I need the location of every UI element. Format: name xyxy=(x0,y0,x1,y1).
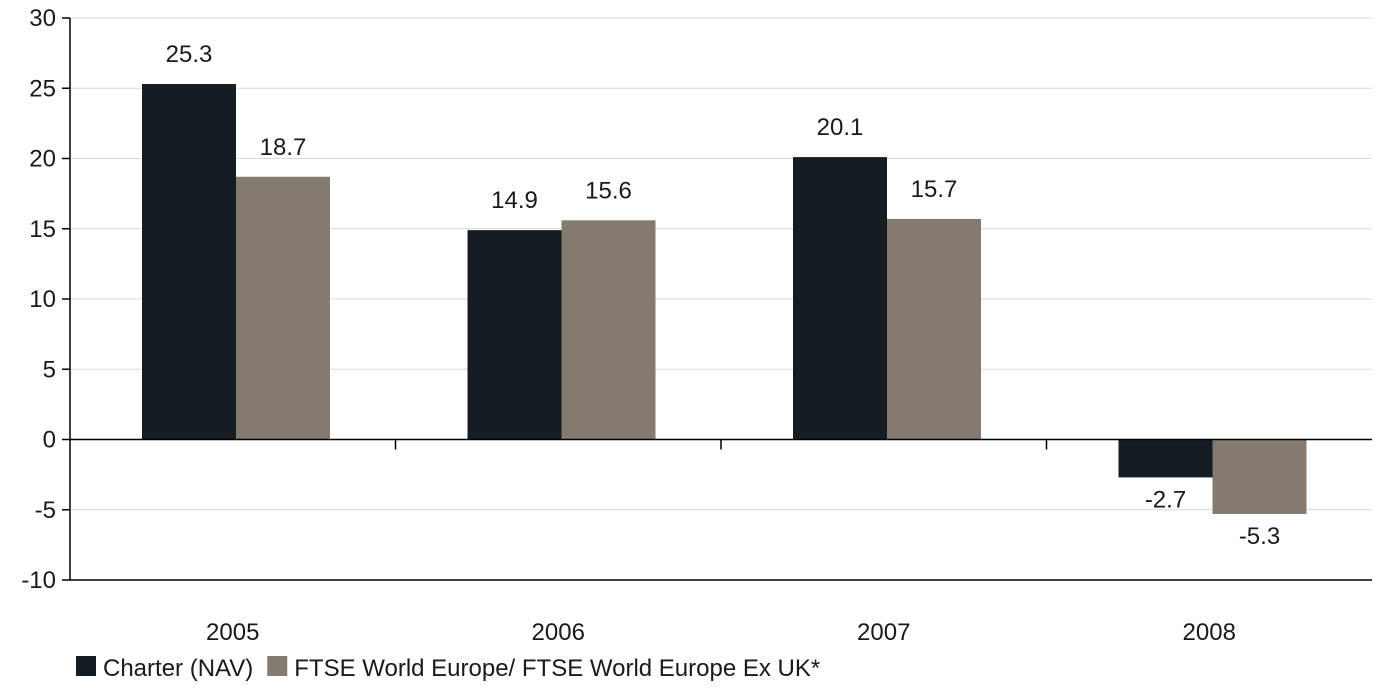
legend-label: Charter (NAV) xyxy=(103,655,253,682)
legend-swatch xyxy=(267,656,288,676)
axes: -10 -5 0 5 10 15 20 25 30 2005 2006 2007 2008 xyxy=(21,5,1372,646)
y-tick-label: 10 xyxy=(29,286,56,313)
bar-ftse-2006 xyxy=(561,220,656,440)
data-label: 20.1 xyxy=(817,114,864,141)
bar-charter-2006 xyxy=(467,230,562,440)
y-tick-label: 30 xyxy=(29,5,56,32)
bar-charter-2005 xyxy=(142,84,236,440)
data-label: 25.3 xyxy=(166,41,213,68)
data-labels: 25.3 18.7 14.9 15.6 20.1 15.7 -2.7 -5.3 xyxy=(166,41,1281,550)
y-tick-label: 15 xyxy=(29,216,56,243)
legend-swatch xyxy=(76,656,96,676)
y-tick-label: 5 xyxy=(43,356,56,383)
bar-ftse-2005 xyxy=(236,176,330,440)
data-label: 18.7 xyxy=(260,134,307,161)
legend: Charter (NAV) FTSE World Europe/ FTSE Wor… xyxy=(76,655,820,682)
y-tick-label: -10 xyxy=(21,567,56,594)
x-category-label: 2008 xyxy=(1183,619,1236,646)
data-label: -5.3 xyxy=(1239,523,1280,550)
bar-charter-2008 xyxy=(1118,439,1213,478)
x-category-label: 2007 xyxy=(857,619,910,646)
x-category-label: 2005 xyxy=(206,619,259,646)
data-label: -2.7 xyxy=(1145,486,1186,513)
bar-charter-2007 xyxy=(793,157,887,440)
data-label: 15.6 xyxy=(585,177,632,204)
y-tick-label: 0 xyxy=(43,427,56,454)
y-tick-label: 20 xyxy=(29,146,56,173)
x-category-label: 2006 xyxy=(532,619,585,646)
bar-ftse-2007 xyxy=(887,218,981,440)
bar-ftse-2008 xyxy=(1212,439,1307,514)
legend-label: FTSE World Europe/ FTSE World Europe Ex … xyxy=(294,655,820,682)
data-label: 14.9 xyxy=(491,187,538,214)
data-label: 15.7 xyxy=(911,176,958,203)
bars xyxy=(142,84,1307,514)
y-tick-label: -5 xyxy=(35,497,56,524)
y-tick-label: 25 xyxy=(29,75,56,102)
